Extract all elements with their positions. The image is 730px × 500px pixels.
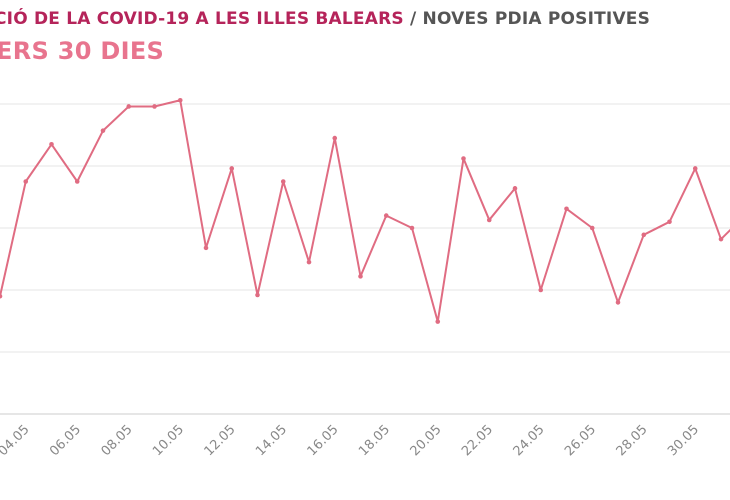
data-point[interactable] xyxy=(692,166,698,171)
x-tick-label: 16.05 xyxy=(305,422,342,459)
data-point[interactable] xyxy=(280,179,286,184)
data-point[interactable] xyxy=(461,156,466,161)
data-point[interactable] xyxy=(667,219,672,225)
data-point[interactable] xyxy=(255,292,260,298)
chart-title: CIÓ DE LA COVID-19 A LES ILLES BALEARS /… xyxy=(0,9,650,29)
data-point[interactable] xyxy=(306,259,312,265)
x-tick-label: 04.05 xyxy=(0,422,33,459)
data-point[interactable] xyxy=(641,232,647,238)
data-point[interactable] xyxy=(383,213,389,218)
chart-title-main: CIÓ DE LA COVID-19 A LES ILLES BALEARS xyxy=(0,9,404,29)
data-point[interactable] xyxy=(126,104,132,109)
x-axis-tick-labels: 04.05 06.05 08.05 10.05 12.05 14.05 16.05 18.05… xyxy=(0,422,702,459)
chart-title-sub: NOVES PDIA POSITIVES xyxy=(422,9,651,29)
data-point[interactable] xyxy=(615,300,621,305)
series-line-group xyxy=(0,97,730,324)
x-tick-label: 26.05 xyxy=(562,422,599,459)
x-tick-label: 22.05 xyxy=(459,422,496,459)
data-point[interactable] xyxy=(49,142,54,147)
data-point[interactable] xyxy=(0,293,3,299)
chart-subtitle: ERS 30 DIES xyxy=(0,37,165,65)
data-point[interactable] xyxy=(358,274,363,279)
data-point[interactable] xyxy=(718,236,724,242)
data-point[interactable] xyxy=(589,225,595,231)
series-line xyxy=(0,99,730,323)
data-point[interactable] xyxy=(409,225,415,231)
x-tick-label: 10.05 xyxy=(150,422,187,459)
gridlines xyxy=(0,103,730,415)
data-point[interactable] xyxy=(435,319,441,324)
data-point[interactable] xyxy=(229,166,235,171)
data-point[interactable] xyxy=(203,245,209,251)
x-tick-label: 18.05 xyxy=(356,422,393,459)
x-tick-label: 20.05 xyxy=(408,422,445,459)
x-tick-label: 30.05 xyxy=(665,422,702,459)
data-point[interactable] xyxy=(100,128,106,133)
data-point[interactable] xyxy=(564,206,569,212)
x-tick-label: 14.05 xyxy=(253,422,290,459)
data-point[interactable] xyxy=(23,179,29,184)
data-point[interactable] xyxy=(74,179,80,184)
data-point[interactable] xyxy=(177,97,183,103)
x-tick-label: 12.05 xyxy=(202,422,239,459)
data-point[interactable] xyxy=(152,104,157,109)
x-tick-label: 06.05 xyxy=(47,422,84,459)
data-point[interactable] xyxy=(332,135,338,141)
data-point[interactable] xyxy=(512,186,518,191)
chart-title-separator: / xyxy=(409,9,417,29)
x-tick-label: 28.05 xyxy=(614,422,651,459)
data-point[interactable] xyxy=(486,217,492,223)
data-point[interactable] xyxy=(538,287,544,293)
x-tick-label: 24.05 xyxy=(511,422,548,459)
x-tick-label: 08.05 xyxy=(99,422,136,459)
